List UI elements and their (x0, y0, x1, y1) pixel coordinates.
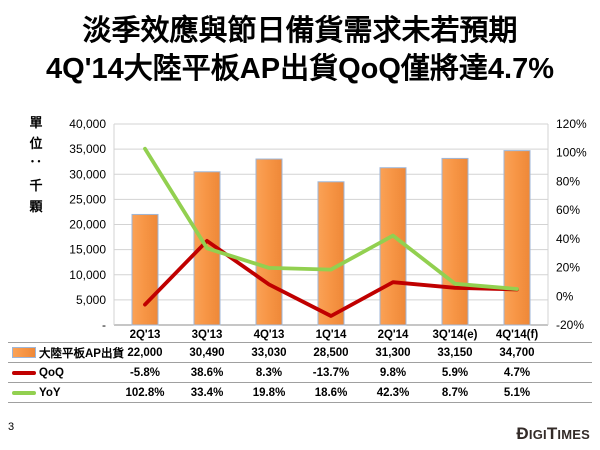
logo-letter: I (543, 427, 547, 442)
yoy-legend-swatch (12, 390, 36, 395)
value-cell: 38.6% (190, 366, 224, 379)
value-cell: 33,150 (437, 346, 473, 359)
right-axis-tick: 20% (556, 261, 580, 275)
logo-letter: I (528, 427, 533, 442)
right-axis-tick: 80% (556, 174, 580, 188)
title-line-2: 4Q'14大陸平板AP出貨QoQ僅將達4.7% (45, 53, 555, 85)
unit-label-char: 千 (29, 178, 43, 193)
left-axis-tick: 25,000 (69, 192, 106, 206)
unit-label-char: 單 (29, 115, 43, 130)
value-cell: 5.9% (441, 366, 469, 379)
value-cell: 22,000 (127, 346, 163, 359)
logo-letter: I (557, 427, 562, 442)
digitimes-logo: ÐIGITIMES (516, 424, 590, 444)
right-axis-tick: 60% (556, 203, 580, 217)
value-cell: 31,300 (375, 346, 411, 359)
value-cell: 34,700 (499, 346, 535, 359)
primary-axis-unit-label: 單位：千顆 (27, 112, 45, 217)
value-cell: 42.3% (376, 386, 410, 399)
value-cell: -13.7% (312, 366, 350, 379)
bar-4Q'14(f) (503, 150, 531, 326)
value-cell: 4.7% (503, 366, 531, 379)
value-cell: 8.7% (441, 386, 469, 399)
right-axis-tick: 100% (556, 146, 587, 160)
bar-4Q'13 (255, 158, 283, 326)
bar-2Q'13 (131, 213, 159, 326)
bar-legend-swatch (12, 347, 36, 358)
series-name: QoQ (39, 366, 64, 379)
value-cell: 33,030 (251, 346, 287, 359)
value-cell: 102.8% (125, 386, 165, 399)
value-cell: 28,500 (313, 346, 349, 359)
category-header: 4Q'13 (253, 328, 285, 341)
yoy-line (143, 146, 519, 291)
left-axis-tick: 20,000 (69, 218, 106, 232)
left-axis-tick: 40,000 (69, 117, 106, 131)
left-axis-tick: 10,000 (69, 268, 106, 282)
table-row-qoq: QoQ -5.8% 38.6% 8.3% -13.7% 9.8% 5.9% 4.7% (8, 362, 592, 382)
legend-cell: QoQ (8, 367, 114, 379)
value-cell: -5.8% (129, 366, 161, 379)
category-header: 2Q'14 (377, 328, 409, 341)
table-row-shipments: 大陸平板AP出貨 22,000 30,490 33,030 28,500 31,300 33… (8, 342, 592, 362)
logo-letter: T (546, 424, 558, 443)
logo-letter: Ð (516, 424, 529, 443)
left-axis-tick: 15,000 (69, 243, 106, 257)
unit-label-char: 顆 (29, 199, 43, 214)
table-header-row: 2Q'13 3Q'13 4Q'13 1Q'14 2Q'14 3Q'14(e) 4Q'14(f… (8, 327, 592, 342)
logo-letter: M (561, 427, 573, 442)
right-axis-tick: -20% (556, 318, 584, 332)
series-name: 大陸平板AP出貨 (39, 347, 124, 360)
left-axis-tick: - (102, 318, 106, 332)
qoq-line (143, 238, 519, 318)
right-axis-tick: 120% (556, 117, 587, 131)
left-axis-tick: 5,000 (76, 293, 106, 307)
value-cell: 8.3% (255, 366, 283, 379)
value-cell: 9.8% (379, 366, 407, 379)
value-cell: 19.8% (252, 386, 286, 399)
table-row-yoy: YoY 102.8% 33.4% 19.8% 18.6% 42.3% 8.7% 5.1% (8, 382, 592, 403)
value-cell: 30,490 (189, 346, 225, 359)
legend-cell: YoY (8, 387, 114, 399)
category-header: 4Q'14(f) (495, 328, 539, 341)
bar-3Q'14(e) (441, 157, 469, 326)
bar-1Q'14 (317, 181, 345, 326)
qoq-legend-swatch (12, 370, 36, 375)
left-axis-tick: 35,000 (69, 142, 106, 156)
right-axis-tick: 0% (556, 289, 574, 303)
unit-label-char: 位 (29, 136, 43, 151)
category-header: 3Q'14(e) (432, 328, 478, 341)
chart-plot: 40,000 35,000 30,000 25,000 20,000 15,000 10,0… (69, 117, 587, 332)
bar-2Q'14 (379, 167, 407, 326)
category-header: 1Q'14 (315, 328, 347, 341)
left-axis-tick: 30,000 (69, 167, 106, 181)
category-header: 2Q'13 (129, 328, 161, 341)
logo-letter: G (532, 427, 543, 442)
page-number: 3 (8, 421, 15, 433)
category-header: 3Q'13 (191, 328, 223, 341)
title-line-1: 淡季效應與節日備貨需求未若預期 (82, 15, 518, 47)
data-table: 2Q'13 3Q'13 4Q'13 1Q'14 2Q'14 3Q'14(e) 4Q'14(f… (8, 327, 592, 403)
logo-letter: S (581, 427, 590, 442)
series-name: YoY (39, 386, 61, 399)
logo-letter: E (572, 427, 582, 442)
value-cell: 18.6% (314, 386, 348, 399)
legend-cell: 大陸平板AP出貨 (8, 345, 124, 361)
value-cell: 5.1% (503, 386, 531, 399)
slide-title: 淡季效應與節日備貨需求未若預期 4Q'14大陸平板AP出貨QoQ僅將達4.7% (0, 12, 600, 88)
right-axis-tick: 40% (556, 232, 580, 246)
value-cell: 33.4% (190, 386, 224, 399)
